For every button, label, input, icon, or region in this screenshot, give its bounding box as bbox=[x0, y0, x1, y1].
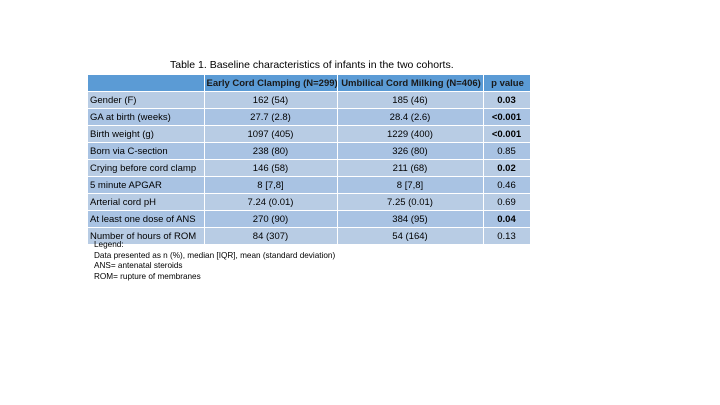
row-label-cell: GA at birth (weeks) bbox=[88, 108, 205, 126]
row-label-cell: Born via C-section bbox=[88, 142, 205, 160]
table-row: Birth weight (g) 1097 (405) 1229 (400) <0.0… bbox=[88, 125, 531, 143]
early-cord-clamping-cell: 162 (54) bbox=[204, 91, 338, 109]
p-value-cell: <0.001 bbox=[483, 125, 531, 143]
umbilical-cord-milking-cell: 8 [7,8] bbox=[337, 176, 484, 194]
legend-line: ROM= rupture of membranes bbox=[94, 271, 201, 281]
legend-line: Data presented as n (%), median [IQR], m… bbox=[94, 250, 336, 260]
row-label-cell: Crying before cord clamp bbox=[88, 159, 205, 177]
header-cell-p-value: p value bbox=[483, 75, 531, 92]
table-row: Crying before cord clamp 146 (58) 211 (68)… bbox=[88, 159, 531, 177]
table-row: At least one dose of ANS 270 (90) 384 (95)… bbox=[88, 210, 531, 228]
table-row: Born via C-section 238 (80) 326 (80) 0.85 bbox=[88, 142, 531, 160]
p-value-cell: <0.001 bbox=[483, 108, 531, 126]
p-value-cell: 0.13 bbox=[483, 227, 531, 245]
early-cord-clamping-cell: 7.24 (0.01) bbox=[204, 193, 338, 211]
row-label-cell: At least one dose of ANS bbox=[88, 210, 205, 228]
row-label-cell: Arterial cord pH bbox=[88, 193, 205, 211]
table-caption: Table 1. Baseline characteristics of inf… bbox=[170, 59, 454, 71]
header-row: Early Cord Clamping (N=299) Umbilical Co… bbox=[88, 75, 531, 92]
header-cell-early-cord-clamping: Early Cord Clamping (N=299) bbox=[204, 75, 338, 92]
table-row: Gender (F) 162 (54) 185 (46) 0.03 bbox=[88, 91, 531, 109]
legend: Legend: Data presented as n (%), median … bbox=[94, 240, 335, 282]
baseline-table: Early Cord Clamping (N=299) Umbilical Co… bbox=[88, 75, 531, 245]
umbilical-cord-milking-cell: 211 (68) bbox=[337, 159, 484, 177]
p-value-cell: 0.69 bbox=[483, 193, 531, 211]
early-cord-clamping-cell: 27.7 (2.8) bbox=[204, 108, 338, 126]
row-label-cell: Birth weight (g) bbox=[88, 125, 205, 143]
umbilical-cord-milking-cell: 7.25 (0.01) bbox=[337, 193, 484, 211]
row-label-cell: 5 minute APGAR bbox=[88, 176, 205, 194]
umbilical-cord-milking-cell: 54 (164) bbox=[337, 227, 484, 245]
early-cord-clamping-cell: 1097 (405) bbox=[204, 125, 338, 143]
umbilical-cord-milking-cell: 28.4 (2.6) bbox=[337, 108, 484, 126]
early-cord-clamping-cell: 146 (58) bbox=[204, 159, 338, 177]
header-cell-umbilical-cord-milking: Umbilical Cord Milking (N=406) bbox=[337, 75, 484, 92]
row-label-cell: Gender (F) bbox=[88, 91, 205, 109]
p-value-cell: 0.46 bbox=[483, 176, 531, 194]
early-cord-clamping-cell: 238 (80) bbox=[204, 142, 338, 160]
p-value-cell: 0.02 bbox=[483, 159, 531, 177]
p-value-cell: 0.04 bbox=[483, 210, 531, 228]
table-row: GA at birth (weeks) 27.7 (2.8) 28.4 (2.6) <… bbox=[88, 108, 531, 126]
p-value-cell: 0.03 bbox=[483, 91, 531, 109]
row-label-cell: Number of hours of ROM bbox=[88, 227, 205, 245]
table-row: Number of hours of ROM 84 (307) 54 (164) 0.… bbox=[88, 227, 531, 245]
umbilical-cord-milking-cell: 326 (80) bbox=[337, 142, 484, 160]
umbilical-cord-milking-cell: 384 (95) bbox=[337, 210, 484, 228]
early-cord-clamping-cell: 84 (307) bbox=[204, 227, 338, 245]
legend-title: Legend: bbox=[94, 240, 124, 249]
umbilical-cord-milking-cell: 185 (46) bbox=[337, 91, 484, 109]
table-body: Gender (F) 162 (54) 185 (46) 0.03 GA at birt… bbox=[88, 91, 531, 245]
umbilical-cord-milking-cell: 1229 (400) bbox=[337, 125, 484, 143]
early-cord-clamping-cell: 270 (90) bbox=[204, 210, 338, 228]
p-value-cell: 0.85 bbox=[483, 142, 531, 160]
header-cell-label bbox=[88, 75, 205, 92]
table-row: 5 minute APGAR 8 [7,8] 8 [7,8] 0.46 bbox=[88, 176, 531, 194]
table-row: Arterial cord pH 7.24 (0.01) 7.25 (0.01) 0.… bbox=[88, 193, 531, 211]
early-cord-clamping-cell: 8 [7,8] bbox=[204, 176, 338, 194]
legend-line: ANS= antenatal steroids bbox=[94, 261, 183, 271]
